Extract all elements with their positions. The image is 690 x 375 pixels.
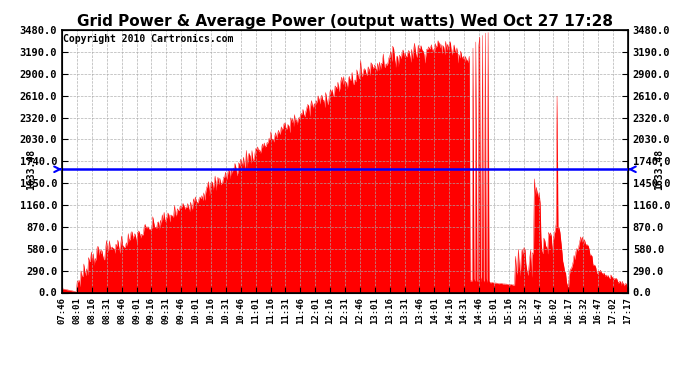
Title: Grid Power & Average Power (output watts) Wed Oct 27 17:28: Grid Power & Average Power (output watts… [77,14,613,29]
Text: 1633.48: 1633.48 [26,149,36,190]
Text: 1633.48: 1633.48 [654,149,664,190]
Text: Copyright 2010 Cartronics.com: Copyright 2010 Cartronics.com [63,34,234,44]
